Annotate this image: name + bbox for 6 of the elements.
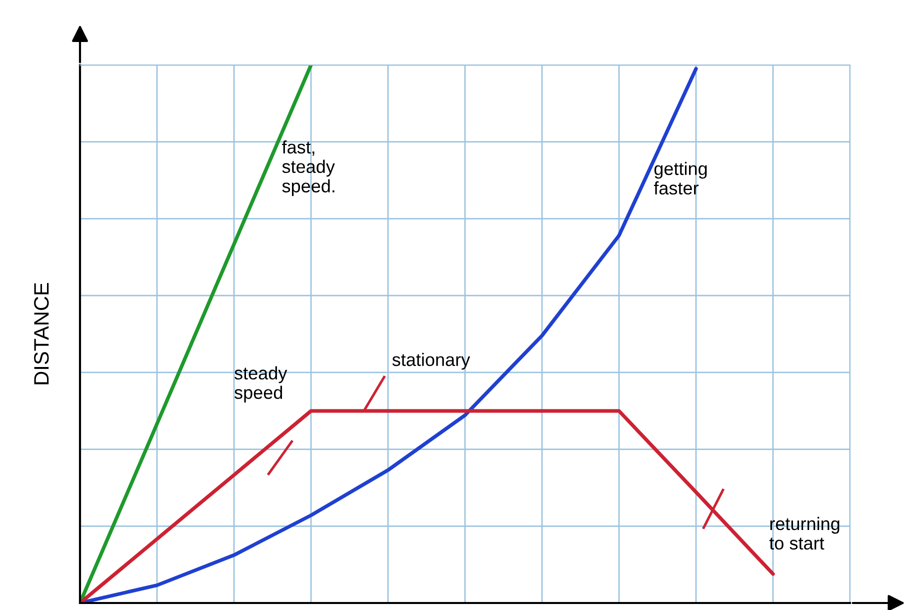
annotation: fast, steady speed. — [282, 140, 335, 196]
annotation: returning to start — [769, 516, 840, 550]
annotation: getting faster — [654, 162, 707, 195]
annotation: steady speed — [234, 366, 288, 403]
y-axis-title: DISTANCE — [34, 282, 49, 384]
annotation: stationary — [392, 352, 470, 370]
